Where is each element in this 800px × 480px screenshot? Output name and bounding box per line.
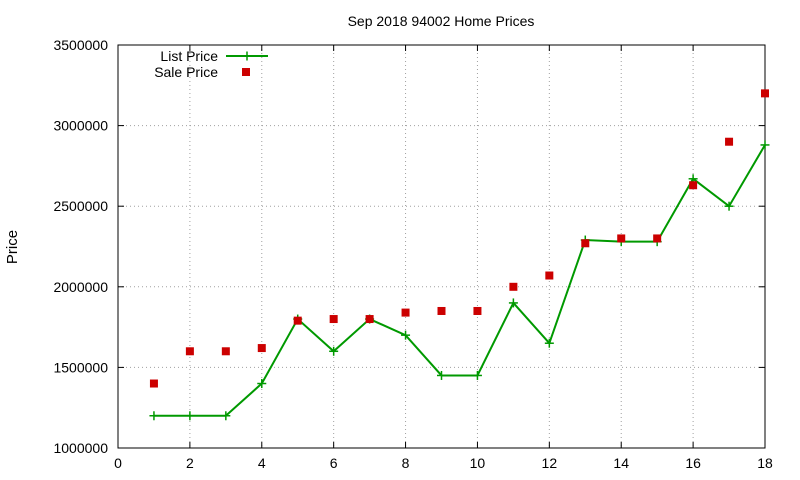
list-price-point	[185, 411, 195, 421]
tick-layer: 0 2 4 6 8 10 12 14 16 18 1000000 1500000 2000000 2500…	[53, 37, 773, 471]
sale-price-point	[293, 316, 302, 325]
sale-price-point	[149, 379, 158, 388]
list-price-point	[437, 370, 446, 380]
x-tick-label: 8	[402, 455, 410, 471]
y-tick-label: 2500000	[53, 198, 108, 214]
x-tick-label: 0	[114, 455, 122, 471]
x-tick-label: 6	[330, 455, 338, 471]
list-price-point	[544, 338, 554, 348]
y-tick-label: 1500000	[53, 359, 108, 375]
y-tick-label: 3500000	[53, 37, 108, 53]
sale-price-point	[545, 271, 554, 280]
list-price-point	[257, 379, 267, 389]
y-tick-label: 2000000	[53, 279, 108, 295]
list-price-point	[760, 140, 770, 150]
sale-price-point	[365, 315, 374, 324]
sale-price-point	[653, 234, 662, 243]
legend-label-sale-price: Sale Price	[154, 64, 218, 80]
sale-price-point	[221, 347, 230, 356]
series-layer	[149, 89, 770, 421]
sale-price-point	[761, 89, 769, 98]
sale-price-point	[329, 315, 338, 324]
x-tick-label: 14	[613, 455, 629, 471]
plot-frame	[117, 44, 766, 449]
x-tick-label: 16	[685, 455, 701, 471]
x-tick-label: 12	[542, 455, 558, 471]
x-tick-label: 4	[258, 455, 266, 471]
sale-price-point	[581, 239, 590, 248]
list-price-line	[153, 144, 766, 417]
x-tick-label: 2	[186, 455, 194, 471]
sale-price-point	[437, 306, 446, 315]
list-price-point	[508, 298, 518, 308]
sale-price-point	[509, 282, 518, 291]
sale-price-point	[257, 344, 266, 353]
chart-title: Sep 2018 94002 Home Prices	[348, 13, 535, 29]
list-price-point	[472, 370, 482, 380]
y-tick-label: 3000000	[53, 118, 108, 134]
legend-label-list-price: List Price	[160, 48, 218, 64]
list-price-point	[329, 346, 339, 356]
legend-marker-list-price	[242, 51, 252, 61]
sale-price-point	[725, 137, 734, 146]
x-tick-label: 10	[470, 455, 486, 471]
list-price-point	[724, 201, 734, 211]
list-price-point	[149, 411, 159, 421]
x-tick-label: 18	[757, 455, 773, 471]
sale-price-point	[617, 234, 626, 243]
sale-price-point	[473, 306, 482, 315]
grid-layer	[118, 45, 765, 448]
y-tick-label: 1000000	[53, 440, 108, 456]
legend-marker-sale-price	[242, 68, 250, 76]
list-price-point	[221, 411, 231, 421]
list-price-point	[401, 330, 411, 340]
sale-price-point	[401, 308, 410, 317]
sale-price-point	[689, 181, 698, 190]
sale-price-point	[185, 347, 194, 356]
y-axis-label: Price	[4, 230, 21, 264]
